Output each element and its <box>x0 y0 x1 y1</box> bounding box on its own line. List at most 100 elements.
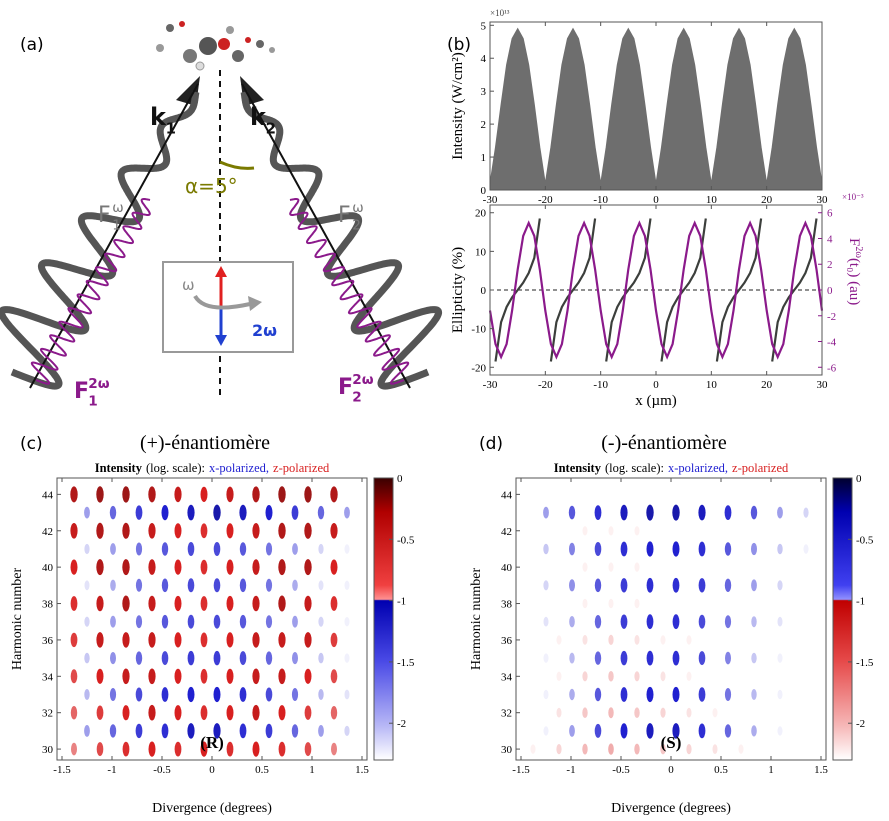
helix <box>289 198 410 385</box>
spot <box>698 541 706 557</box>
spot <box>803 580 809 590</box>
spot <box>226 486 234 503</box>
spot <box>751 652 757 664</box>
spot <box>135 542 143 556</box>
spot <box>790 671 796 681</box>
y-tick-label: 42 <box>501 526 512 538</box>
y-tick-label: 32 <box>501 708 512 720</box>
spot <box>148 486 156 503</box>
spot <box>750 505 758 520</box>
y-axis-label: Ellipticity (%) <box>450 247 466 333</box>
spot <box>135 615 143 629</box>
spot <box>122 668 130 685</box>
spot <box>738 744 744 754</box>
spot <box>582 743 588 755</box>
spot <box>109 688 117 701</box>
x-tick-label: -20 <box>538 379 553 391</box>
spot <box>568 505 576 520</box>
spot <box>634 526 640 536</box>
x-tick-label: 20 <box>761 194 773 206</box>
spot <box>803 690 809 699</box>
spot <box>291 505 299 520</box>
spot <box>569 542 575 556</box>
spot <box>161 578 169 593</box>
spot <box>226 668 234 684</box>
spot <box>187 542 195 556</box>
spot <box>712 671 718 681</box>
y-tick-label: 10 <box>475 246 487 258</box>
helices <box>0 83 443 390</box>
spot <box>738 708 744 718</box>
spot <box>608 634 614 646</box>
spot <box>660 671 666 682</box>
spot <box>331 742 337 756</box>
spot <box>672 723 680 739</box>
molecule <box>156 21 275 71</box>
spot <box>304 522 312 539</box>
spot <box>200 596 208 611</box>
spot <box>594 651 602 665</box>
x-tick-label: 1.5 <box>355 764 369 776</box>
spot <box>239 651 247 666</box>
y-tick-label: 4 <box>827 233 833 245</box>
spot <box>790 599 796 608</box>
spot <box>608 707 614 719</box>
spot <box>122 486 130 503</box>
spot <box>239 542 247 556</box>
x-tick-label: 10 <box>706 379 718 391</box>
spot <box>265 615 273 629</box>
spot <box>161 614 169 629</box>
spot <box>278 595 286 612</box>
y-tick-label: 40 <box>501 562 513 574</box>
spot <box>594 505 602 520</box>
subscript: 1 <box>112 218 121 234</box>
title-part: (log. scale): <box>605 461 664 475</box>
spot <box>634 635 640 645</box>
spot <box>70 669 78 684</box>
spot <box>174 523 182 539</box>
spot <box>109 724 117 738</box>
spot <box>213 723 221 739</box>
arrow <box>193 294 251 310</box>
spot <box>698 651 706 666</box>
spot <box>304 742 312 757</box>
y-tick-label: 44 <box>42 489 54 501</box>
spot <box>252 741 260 757</box>
y-tick-label: 36 <box>501 635 513 647</box>
spot <box>712 599 718 608</box>
spot <box>96 668 104 684</box>
x-tick-label: -10 <box>593 379 608 391</box>
spot <box>200 668 208 684</box>
spot <box>70 486 78 503</box>
panel-heading: (-)-énantiomère <box>601 432 727 454</box>
spot <box>252 632 260 648</box>
title-part: z-polarized <box>273 461 330 475</box>
spot <box>265 651 273 665</box>
spot <box>620 541 628 557</box>
spot <box>96 559 104 576</box>
spot <box>148 704 156 721</box>
spot <box>226 559 234 575</box>
x-axis-label: Divergence (degrees) <box>152 801 272 816</box>
spot <box>738 635 744 645</box>
spot <box>724 505 732 520</box>
spot <box>239 504 247 521</box>
spot <box>122 632 130 648</box>
spot <box>608 743 614 755</box>
spot <box>318 543 324 555</box>
spot <box>594 615 602 629</box>
spot <box>278 741 286 757</box>
spot <box>530 635 536 645</box>
spot <box>686 671 692 681</box>
spot <box>724 615 732 629</box>
spot <box>764 708 770 718</box>
spot <box>620 723 628 739</box>
spot <box>569 725 575 737</box>
spot <box>738 526 744 536</box>
colorbar-tick-label: -0.5 <box>856 534 874 546</box>
spot <box>556 635 562 645</box>
spot <box>803 617 809 627</box>
spot <box>660 489 666 499</box>
spot <box>84 506 90 519</box>
spot <box>594 723 602 738</box>
